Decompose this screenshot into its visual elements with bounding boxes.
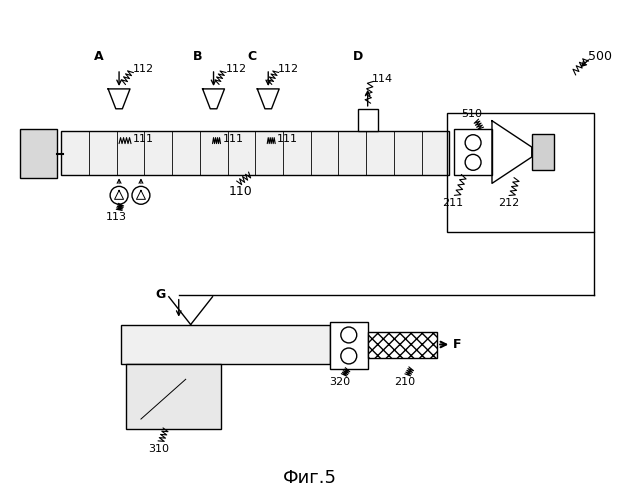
Text: 113: 113 — [106, 212, 127, 222]
Text: 112: 112 — [133, 64, 154, 74]
Circle shape — [110, 186, 128, 204]
Text: 112: 112 — [278, 64, 299, 74]
Text: 211: 211 — [442, 198, 463, 208]
Bar — [61, 130, 449, 176]
Text: 510: 510 — [461, 108, 483, 118]
Text: 320: 320 — [329, 378, 350, 388]
Text: G: G — [156, 288, 166, 301]
Text: 111: 111 — [222, 134, 243, 143]
Bar — [121, 324, 330, 364]
Text: 500: 500 — [589, 50, 612, 62]
Bar — [358, 109, 378, 130]
Text: 111: 111 — [133, 134, 154, 143]
Bar — [20, 128, 57, 178]
Text: 310: 310 — [148, 444, 170, 454]
Text: 212: 212 — [498, 198, 520, 208]
Text: 111: 111 — [277, 134, 298, 143]
Text: Фиг.5: Фиг.5 — [283, 468, 337, 486]
Text: 112: 112 — [225, 64, 247, 74]
Text: 110: 110 — [229, 186, 252, 198]
Bar — [330, 322, 368, 370]
Bar — [532, 134, 554, 170]
Text: D: D — [353, 50, 363, 63]
Bar — [454, 128, 492, 176]
Text: B: B — [193, 50, 202, 63]
Text: 114: 114 — [371, 74, 393, 84]
Bar — [447, 113, 594, 232]
Text: A: A — [94, 50, 104, 63]
Bar — [126, 364, 220, 429]
Circle shape — [132, 186, 150, 204]
Text: 210: 210 — [394, 378, 415, 388]
Text: F: F — [453, 338, 461, 351]
Bar — [368, 332, 437, 358]
Text: C: C — [248, 50, 257, 63]
